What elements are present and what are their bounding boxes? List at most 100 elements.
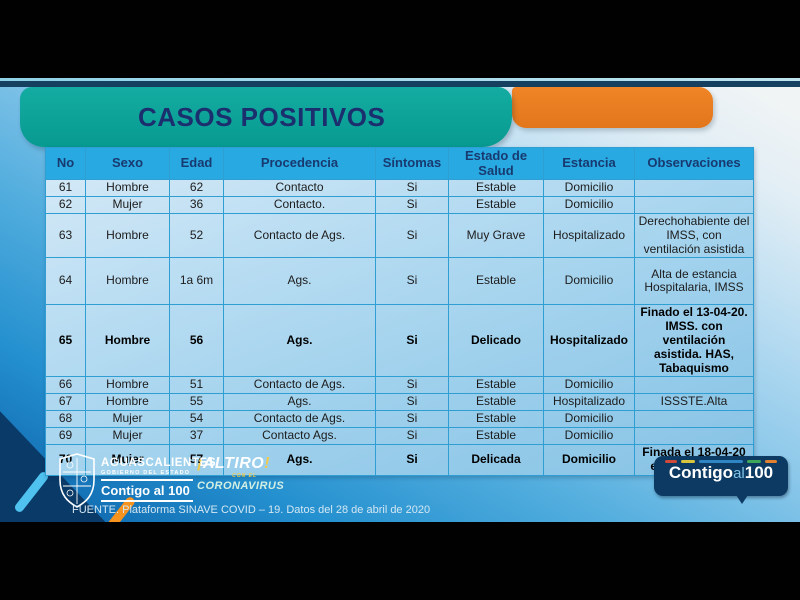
cell-sintomas: Si <box>375 444 449 476</box>
cell-observaciones: Alta de estancia Hospitalaria, IMSS <box>634 257 754 306</box>
cell-sexo: Hombre <box>85 257 170 306</box>
header-row: No Sexo Edad Procedencia Síntomas Estado de S… <box>45 147 754 180</box>
cell-procedencia: Ags. <box>223 257 376 306</box>
title-banner: CASOS POSITIVOS <box>20 87 512 147</box>
cell-edad: 37 <box>169 427 224 446</box>
cell-edad: 57 <box>169 444 224 476</box>
top-strip-navy <box>0 81 800 87</box>
cell-sexo: Mujer <box>85 196 170 214</box>
cases-table: No Sexo Edad Procedencia Síntomas Estado de S… <box>45 147 754 476</box>
table-row: 67 Hombre 55 Ags. Si Estable Hospitalizado ISSS… <box>45 393 754 412</box>
dash-orange <box>765 460 777 463</box>
cell-edad: 54 <box>169 410 224 429</box>
dash-blue <box>699 460 743 463</box>
column-header: Observaciones <box>634 147 754 180</box>
table-row: 65 Hombre 56 Ags. Si Delicado Hospitalizado Fin… <box>45 304 754 378</box>
orange-tab <box>512 87 713 128</box>
column-header: Síntomas <box>375 147 449 180</box>
cell-no: 62 <box>45 196 86 214</box>
cell-estancia: Domicilio <box>543 179 635 197</box>
table-body: 61 Hombre 62 Contacto Si Estable Domicilio 62 Mu… <box>45 179 754 476</box>
badge-speech-tail <box>736 495 748 504</box>
cell-sexo: Hombre <box>85 376 170 395</box>
cell-estancia: Domicilio <box>543 376 635 395</box>
column-header: Edad <box>169 147 224 180</box>
cell-sintomas: Si <box>375 410 449 429</box>
column-header: Estado de Salud <box>448 147 544 180</box>
cell-estado: Estable <box>448 179 544 197</box>
cell-sexo: Hombre <box>85 179 170 197</box>
letterbox-top <box>0 0 800 78</box>
altiro-coronavirus-logo: ¡ALTIRO! CON EL CORONAVIRUS <box>197 455 284 492</box>
cell-observaciones <box>634 410 754 429</box>
contigo-al-100-badge: Contigoal100 <box>654 456 788 504</box>
dash-red <box>665 460 677 463</box>
cell-edad: 36 <box>169 196 224 214</box>
badge-word-al: al <box>733 465 745 482</box>
cell-procedencia: Contacto <box>223 179 376 197</box>
cell-observaciones: Finado el 13-04-20. IMSS. con ventilació… <box>634 304 754 378</box>
source-caption: FUENTE. Plataforma SINAVE COVID – 19. Da… <box>72 504 431 516</box>
cell-procedencia: Contacto de Ags. <box>223 376 376 395</box>
badge-word-100: 100 <box>744 463 774 482</box>
cell-sexo: Hombre <box>85 212 170 259</box>
cell-estado: Delicado <box>448 304 544 378</box>
cell-procedencia: Contacto. <box>223 196 376 214</box>
gov-logo-subtitle: GOBIERNO DEL ESTADO <box>101 470 191 476</box>
table-row: 66 Hombre 51 Contacto de Ags. Si Estable Domic… <box>45 376 754 395</box>
cell-procedencia: Ags. <box>223 393 376 412</box>
cell-sexo: Mujer <box>85 427 170 446</box>
cell-observaciones <box>634 427 754 446</box>
gov-logo-divider-bottom <box>101 500 193 502</box>
table-header: No Sexo Edad Procedencia Síntomas Estado de S… <box>45 147 754 180</box>
table-row: 70 Mujer 57 Ags. Si Delicada Domicilio Finada e… <box>45 444 754 476</box>
cell-sintomas: Si <box>375 304 449 378</box>
cell-no: 64 <box>45 257 86 306</box>
cell-procedencia: Ags. <box>223 304 376 378</box>
altiro-accent-right: ! <box>264 455 271 472</box>
cell-estancia: Domicilio <box>543 410 635 429</box>
cell-no: 70 <box>45 444 86 476</box>
cell-no: 61 <box>45 179 86 197</box>
cell-estado: Estable <box>448 427 544 446</box>
cell-edad: 62 <box>169 179 224 197</box>
cell-estancia: Hospitalizado <box>543 212 635 259</box>
cell-edad: 1a 6m <box>169 257 224 306</box>
cell-estancia: Hospitalizado <box>543 304 635 378</box>
cell-observaciones <box>634 196 754 214</box>
cell-sintomas: Si <box>375 393 449 412</box>
cell-sintomas: Si <box>375 212 449 259</box>
cell-estancia: Domicilio <box>543 257 635 306</box>
table-row: 62 Mujer 36 Contacto. Si Estable Domicilio <box>45 196 754 214</box>
altiro-word: ALTIRO <box>202 455 265 472</box>
column-header: Sexo <box>85 147 170 180</box>
column-header: No <box>45 147 86 180</box>
table-row: 69 Mujer 37 Contacto Ags. Si Estable Domicilio <box>45 427 754 446</box>
cell-edad: 55 <box>169 393 224 412</box>
cell-procedencia: Contacto Ags. <box>223 427 376 446</box>
cell-estado: Estable <box>448 257 544 306</box>
cell-no: 65 <box>45 304 86 378</box>
dash-yellow <box>681 460 695 463</box>
cell-procedencia: Contacto de Ags. <box>223 410 376 429</box>
letterbox-bottom <box>0 522 800 600</box>
cell-estancia: Domicilio <box>543 427 635 446</box>
cell-procedencia: Ags. <box>223 444 376 476</box>
cell-estancia: Domicilio <box>543 196 635 214</box>
badge-word-contigo: Contigo <box>668 463 734 482</box>
cell-no: 69 <box>45 427 86 446</box>
cell-estancia: Hospitalizado <box>543 393 635 412</box>
top-strip-light <box>0 78 800 81</box>
cell-edad: 56 <box>169 304 224 378</box>
cell-sintomas: Si <box>375 257 449 306</box>
cell-estado: Muy Grave <box>448 212 544 259</box>
table-row: 63 Hombre 52 Contacto de Ags. Si Muy Grave Hos… <box>45 212 754 259</box>
cell-sintomas: Si <box>375 376 449 395</box>
gov-logo-slogan: Contigo al 100 <box>101 483 190 498</box>
cell-sexo: Mujer <box>85 444 170 476</box>
cell-observaciones <box>634 179 754 197</box>
aguascalientes-coat-of-arms-icon <box>59 453 95 508</box>
cell-observaciones <box>634 376 754 395</box>
gov-logo-state-name: AGUASCALIENTES <box>101 457 217 469</box>
